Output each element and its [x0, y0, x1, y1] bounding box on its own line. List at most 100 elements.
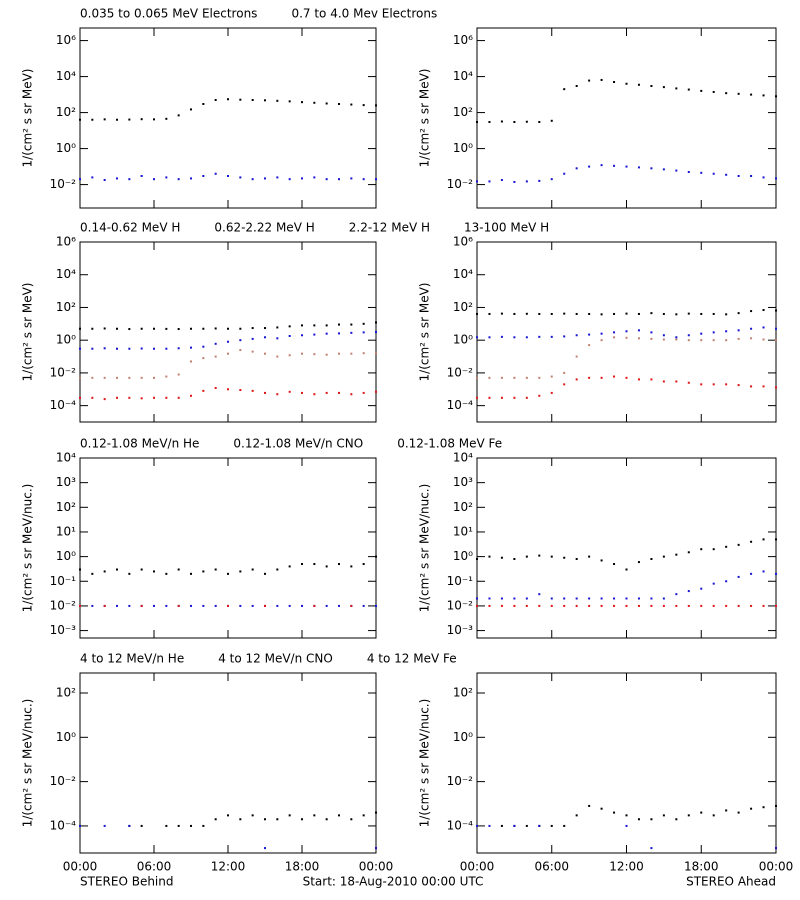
y-tick-label: 10⁻² [447, 365, 474, 379]
data-point [153, 178, 155, 181]
data-point [177, 604, 180, 607]
data-point [338, 323, 340, 326]
data-point [625, 597, 628, 600]
data-point [525, 396, 528, 399]
data-point [675, 818, 678, 821]
data-point [737, 174, 740, 177]
data-point [775, 95, 777, 98]
y-axis-label: 1/(cm² s sr MeV/nuc.) [418, 699, 432, 828]
data-point [362, 352, 365, 355]
data-point [762, 338, 765, 341]
data-point [476, 312, 478, 315]
data-point [700, 383, 703, 386]
data-point [165, 176, 168, 179]
data-point [488, 597, 491, 600]
data-point [637, 329, 640, 332]
data-point [264, 327, 266, 330]
data-point [116, 327, 118, 330]
data-point [288, 604, 291, 607]
data-point [637, 378, 640, 381]
data-point [214, 818, 217, 821]
data-point [153, 347, 155, 350]
data-point [128, 376, 131, 379]
data-point [251, 178, 254, 181]
data-point [687, 88, 690, 91]
data-point [116, 177, 118, 180]
footer-right: STEREO Ahead [686, 875, 776, 889]
data-point [140, 376, 143, 379]
y-tick-label: 10⁰ [56, 141, 76, 155]
legend-entry: 4 to 12 MeV/n CNO [218, 652, 333, 666]
y-tick-label: 10⁴ [453, 267, 473, 281]
data-point [251, 604, 254, 607]
data-point [775, 177, 777, 180]
data-point [750, 337, 753, 340]
data-point [637, 312, 640, 315]
x-tick-label: 00:00 [63, 860, 98, 874]
data-point [687, 312, 690, 315]
data-point [550, 375, 553, 378]
data-point [488, 312, 491, 315]
data-point [750, 604, 753, 607]
data-point [600, 332, 603, 335]
data-point [525, 604, 528, 607]
y-tick-label: 10² [453, 500, 473, 514]
y-axis-label: 1/(cm² s sr MeV/nuc.) [418, 484, 432, 613]
legend-entry: 4 to 12 MeV/n He [80, 652, 184, 666]
data-point [750, 385, 753, 388]
plot-frame [79, 241, 377, 423]
data-point [525, 597, 528, 600]
data-point [177, 347, 180, 350]
data-point [588, 597, 591, 600]
data-point [737, 337, 740, 340]
data-point [338, 563, 340, 566]
data-point [613, 597, 616, 600]
data-point [762, 604, 765, 607]
data-point [190, 177, 192, 180]
data-point [775, 804, 777, 807]
plot-frame [79, 457, 377, 639]
data-point [227, 340, 229, 343]
data-point [563, 383, 566, 386]
data-point [575, 558, 578, 561]
data-point [725, 92, 728, 95]
data-point [239, 604, 242, 607]
data-point [650, 312, 653, 315]
data-point [650, 597, 653, 600]
data-point [650, 847, 653, 850]
data-point [675, 380, 678, 383]
data-point [588, 312, 591, 315]
y-tick-label: 10² [56, 105, 76, 119]
data-point [613, 331, 616, 334]
data-point [712, 339, 715, 342]
data-point [712, 548, 715, 551]
data-point [202, 570, 205, 573]
data-point [276, 604, 279, 607]
data-point [550, 824, 553, 827]
data-point [575, 814, 578, 817]
data-point [737, 543, 740, 546]
data-point [575, 355, 578, 358]
y-tick-label: 10¹ [56, 524, 76, 538]
data-point [725, 383, 728, 386]
data-point [313, 176, 316, 179]
x-tick-label: 18:00 [684, 860, 719, 874]
data-point [227, 814, 229, 817]
data-point [625, 814, 628, 817]
y-tick-label: 10⁻¹ [447, 574, 474, 588]
data-point [500, 178, 503, 181]
data-point [750, 572, 753, 575]
plot-frame [476, 27, 777, 209]
data-point [251, 327, 254, 330]
data-point [737, 811, 740, 814]
data-point [264, 336, 266, 339]
y-axis-label: 1/(cm² s sr MeV) [21, 283, 35, 382]
data-point [350, 393, 353, 396]
data-point [775, 538, 777, 541]
data-point [538, 312, 541, 315]
data-point [288, 335, 291, 338]
data-point [662, 814, 665, 817]
data-point [128, 347, 131, 350]
data-point [214, 342, 217, 345]
y-tick-label: 10² [453, 300, 473, 314]
